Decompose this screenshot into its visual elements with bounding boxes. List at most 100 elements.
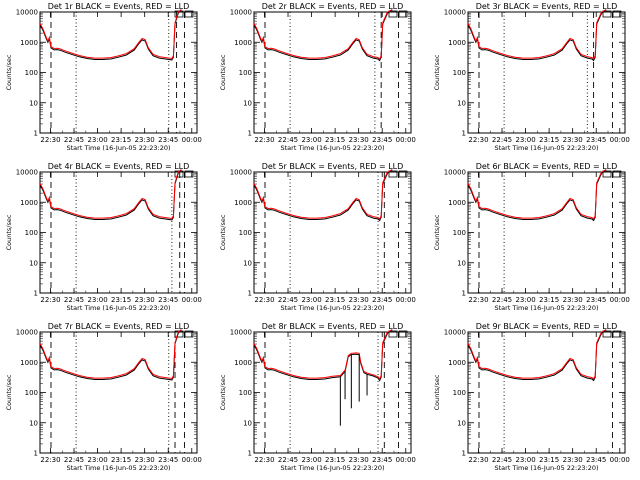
y-tick-label: 1000 <box>448 359 466 367</box>
x-tick-label: 23:30 <box>349 456 369 464</box>
y-axis-label: Counts/sec <box>5 374 13 410</box>
y-tick-label: 10 <box>29 419 38 427</box>
x-tick-label: 22:30 <box>254 296 274 304</box>
x-tick-label: 23:30 <box>563 456 583 464</box>
x-tick-label: 23:00 <box>87 296 107 304</box>
lld-series-line <box>468 329 607 380</box>
legend-box <box>398 330 408 338</box>
y-tick-label: 1 <box>462 290 466 298</box>
x-tick-label: 22:30 <box>468 296 488 304</box>
x-tick-label: 23:45 <box>158 456 178 464</box>
x-axis-label: Start Time (16-Jun-05 22:23:20) <box>495 464 599 472</box>
x-axis-label: Start Time (16-Jun-05 22:23:20) <box>67 304 171 312</box>
lld-series-line <box>40 9 182 60</box>
y-tick-label: 10000 <box>444 169 466 177</box>
y-tick-label: 1000 <box>234 359 252 367</box>
panel-det-5: Det 5r BLACK = Events, RED = LLD 1 10 100 10… <box>219 162 416 312</box>
panel-title: Det 3r BLACK = Events, RED = LLD <box>476 2 618 11</box>
x-tick-label: 23:15 <box>111 456 131 464</box>
lld-series-line <box>468 169 607 220</box>
y-tick-label: 1000 <box>234 199 252 207</box>
x-tick-label: 00:00 <box>610 296 630 304</box>
y-tick-label: 10 <box>243 419 252 427</box>
y-tick-label: 1 <box>462 130 466 138</box>
y-tick-label: 1 <box>34 450 38 458</box>
x-tick-label: 23:30 <box>349 296 369 304</box>
y-axis-label: Counts/sec <box>219 374 227 410</box>
plot-frame <box>253 331 412 454</box>
y-tick-label: 10 <box>457 419 466 427</box>
x-tick-label: 22:30 <box>468 456 488 464</box>
x-axis-label: Start Time (16-Jun-05 22:23:20) <box>281 304 385 312</box>
x-axis-label: Start Time (16-Jun-05 22:23:20) <box>281 464 385 472</box>
panel-det-6: Det 6r BLACK = Events, RED = LLD 1 10 100 10… <box>433 162 630 312</box>
events-series-line <box>40 329 182 381</box>
x-tick-label: 23:00 <box>87 136 107 144</box>
panel-title: Det 5r BLACK = Events, RED = LLD <box>262 162 404 171</box>
x-tick-label: 00:00 <box>182 456 202 464</box>
y-axis-label: Counts/sec <box>433 54 441 90</box>
lld-series-line <box>254 329 393 380</box>
y-tick-label: 10000 <box>230 169 252 177</box>
legend-box <box>398 10 408 18</box>
legend-box <box>602 10 612 18</box>
x-tick-label: 22:30 <box>40 456 60 464</box>
y-tick-label: 1000 <box>20 199 38 207</box>
events-series-line <box>254 329 393 382</box>
x-tick-label: 22:45 <box>492 456 512 464</box>
y-tick-label: 10000 <box>444 329 466 337</box>
y-tick-label: 100 <box>239 69 252 77</box>
panel-det-8: Det 8r BLACK = Events, RED = LLD 1 10 100 10… <box>219 322 416 472</box>
y-tick-label: 10000 <box>16 329 38 337</box>
x-tick-label: 23:15 <box>111 136 131 144</box>
y-tick-label: 10 <box>457 259 466 267</box>
y-tick-label: 1 <box>34 130 38 138</box>
y-axis-label: Counts/sec <box>433 374 441 410</box>
y-axis-label: Counts/sec <box>219 214 227 250</box>
legend-box <box>612 170 622 178</box>
y-axis-label: Counts/sec <box>5 54 13 90</box>
events-series-line <box>254 169 393 222</box>
lld-series-line <box>40 329 182 380</box>
plot-frame <box>467 331 626 454</box>
y-tick-label: 10000 <box>16 169 38 177</box>
x-tick-label: 23:45 <box>586 136 606 144</box>
legend-box <box>602 170 612 178</box>
plot-frame <box>253 171 412 294</box>
x-tick-label: 00:00 <box>182 136 202 144</box>
x-tick-label: 23:45 <box>586 296 606 304</box>
y-tick-label: 100 <box>25 229 38 237</box>
x-tick-label: 23:45 <box>158 136 178 144</box>
y-tick-label: 10000 <box>230 9 252 17</box>
x-tick-label: 22:30 <box>40 136 60 144</box>
legend-box <box>398 170 408 178</box>
x-tick-label: 23:00 <box>87 456 107 464</box>
events-series-line <box>468 169 607 222</box>
x-tick-label: 22:30 <box>254 136 274 144</box>
x-axis-label: Start Time (16-Jun-05 22:23:20) <box>495 144 599 152</box>
x-axis-label: Start Time (16-Jun-05 22:23:20) <box>67 144 171 152</box>
y-axis-label: Counts/sec <box>219 54 227 90</box>
y-tick-label: 1000 <box>20 39 38 47</box>
x-tick-label: 23:45 <box>586 456 606 464</box>
y-tick-label: 10000 <box>444 9 466 17</box>
x-tick-label: 22:45 <box>64 136 84 144</box>
legend-box <box>388 170 398 178</box>
panel-det-3: Det 3r BLACK = Events, RED = LLD 1 10 100 10… <box>433 2 630 152</box>
x-tick-label: 00:00 <box>182 296 202 304</box>
legend-box <box>388 330 398 338</box>
x-tick-label: 00:00 <box>610 136 630 144</box>
panel-det-1: Det 1r BLACK = Events, RED = LLD 1 10 100 10… <box>5 2 202 152</box>
y-tick-label: 100 <box>453 69 466 77</box>
events-series-line <box>468 329 607 382</box>
x-tick-label: 22:45 <box>492 296 512 304</box>
x-tick-label: 23:00 <box>515 456 535 464</box>
panel-title: Det 2r BLACK = Events, RED = LLD <box>262 2 404 11</box>
legend-box <box>184 170 194 178</box>
y-tick-label: 10 <box>243 259 252 267</box>
y-axis-label: Counts/sec <box>433 214 441 250</box>
y-tick-label: 1 <box>248 290 252 298</box>
lld-series-line <box>254 169 393 220</box>
panel-title: Det 6r BLACK = Events, RED = LLD <box>476 162 618 171</box>
events-series-line <box>40 169 182 221</box>
